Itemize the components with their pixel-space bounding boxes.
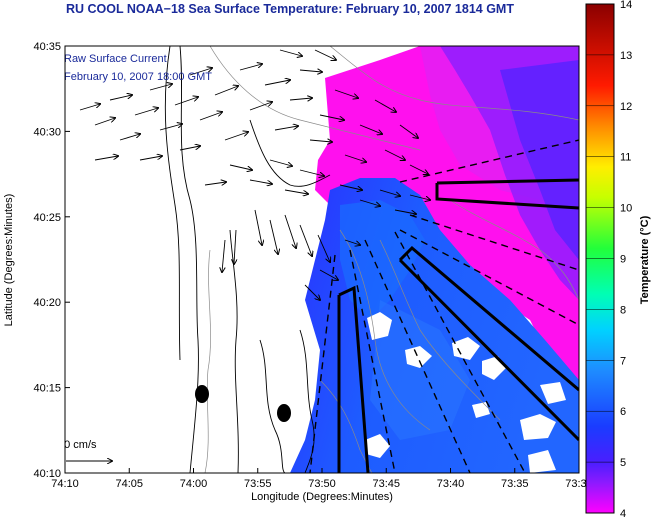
map-plot-area: 50 cm/s Raw Surface Current February 10,… [58,46,579,473]
sampling-box-outlines [337,178,579,473]
y-axis-label: Latitude (Degrees:Minutes) [3,194,15,327]
colorbar-tick-label: 6 [620,406,626,418]
y-tick-label: 40:35 [33,41,61,53]
colorbar-tick-label: 9 [620,254,626,266]
colorbar-tick-label: 14 [620,0,632,11]
colorbar-tick-label: 12 [620,101,632,113]
y-tick-label: 40:10 [33,468,61,480]
bathymetry-contours [204,46,579,473]
colorbar-tick-label: 7 [620,355,626,367]
y-tick-label: 40:15 [33,383,61,395]
transect-lines [309,139,579,473]
colorbar-tick-label: 11 [620,152,631,164]
x-tick-label: 74:10 [51,478,79,490]
scale-label: 50 cm/s [58,439,97,451]
y-tick-label: 40:25 [33,212,61,224]
surface-current-vectors [79,49,430,300]
x-tick-label: 74:00 [180,478,208,490]
x-axis-ticks: 74:10 74:05 74:00 73:55 73:50 73:45 73:40 73:35… [51,468,593,490]
x-axis-label: Longitude (Degrees:Minutes) [251,491,393,503]
station-marker [195,385,209,403]
x-tick-label: 73:40 [437,478,465,490]
y-tick-label: 40:30 [33,126,61,138]
colorbar-tick-label: 10 [620,203,632,215]
colorbar-tick-label: 5 [620,457,626,469]
y-axis-ticks: 40:35 40:30 40:25 40:20 40:15 40:10 [33,41,70,480]
x-tick-label: 73:35 [501,478,529,490]
figure-title: RU COOL NOAA−18 Sea Surface Temperature:… [66,2,514,16]
x-tick-label: 73:55 [244,478,272,490]
colorbar-tick-label: 4 [620,508,626,519]
x-tick-label: 73:50 [308,478,336,490]
x-tick-label: 74:05 [115,478,143,490]
colorbar-tick-label: 13 [620,50,632,62]
legend-line-1: Raw Surface Current [64,53,167,65]
colorbar-label: Temperature (°C) [639,215,651,304]
colorbar-ticks: 14 13 12 11 10 9 8 7 6 5 4 [586,0,632,519]
x-tick-label: 73:45 [372,478,400,490]
legend-line-2: February 10, 2007 18:00 GMT [64,71,212,83]
station-marker [277,404,291,422]
y-tick-label: 40:20 [33,297,61,309]
colorbar-tick-label: 8 [620,304,626,316]
